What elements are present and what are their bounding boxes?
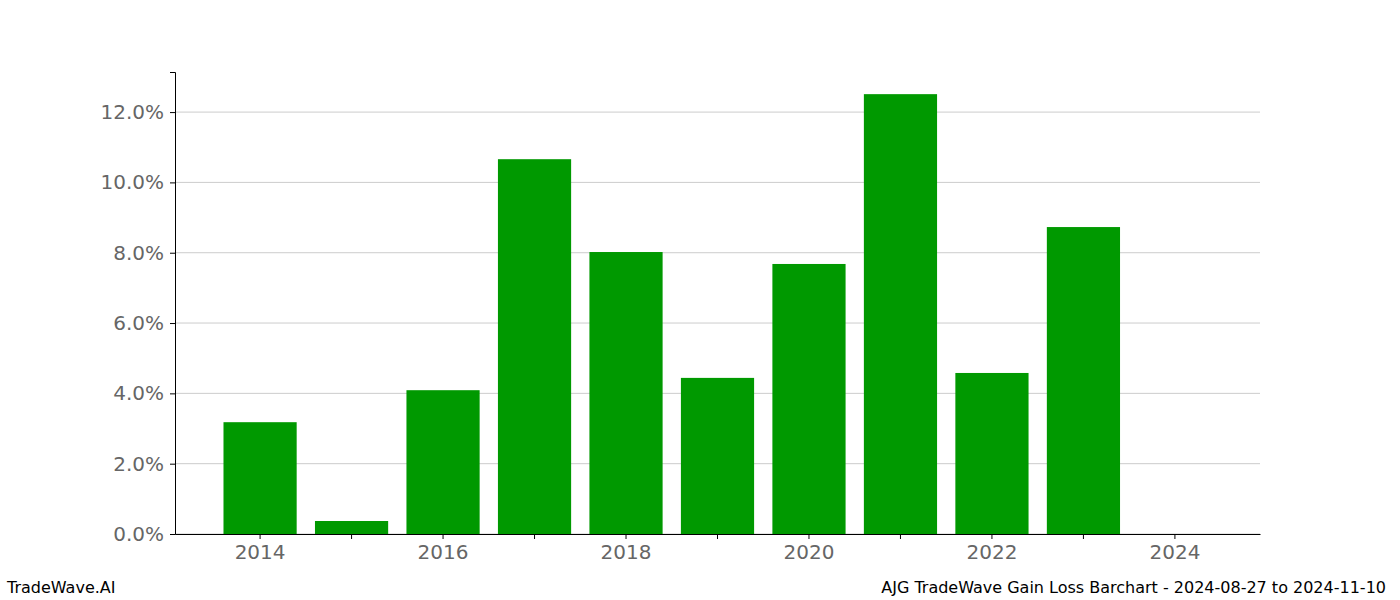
x-tick-mark [351, 534, 352, 539]
x-tick-mark [900, 534, 901, 539]
x-tick-label: 2016 [418, 540, 469, 564]
y-tick: 10.0% [100, 170, 175, 194]
grid-line [175, 182, 1260, 183]
x-tick-mark [991, 534, 992, 539]
x-tick: 2018 [601, 534, 652, 564]
y-tick-label: 4.0% [113, 381, 164, 405]
x-tick: 2014 [235, 534, 286, 564]
y-tick-label: 12.0% [100, 100, 164, 124]
title: AJG TradeWave Gain Loss Barchart - 2024-… [881, 578, 1386, 597]
bar [681, 378, 754, 534]
x-tick: 2024 [1149, 534, 1200, 564]
y-tick: 12.0% [100, 100, 175, 124]
y-tick: 4.0% [113, 381, 175, 405]
y-tick-mark [170, 112, 175, 113]
y-tick-mark [170, 464, 175, 465]
chart: 0.0%2.0%4.0%6.0%8.0%10.0%12.0%2014201620… [0, 0, 1400, 600]
x-tick-label: 2020 [784, 540, 835, 564]
y-tick-label: 8.0% [113, 241, 164, 265]
y-tick-mark [170, 534, 175, 535]
y-tick: 0.0% [113, 522, 175, 546]
y-axis-line [170, 73, 176, 535]
x-tick-mark [260, 534, 261, 539]
y-axis: 0.0% 2.0% 4.0% 6.0% 8.0% 10.0% 12.0% [100, 73, 175, 546]
x-tick-mark [626, 534, 627, 539]
bar [315, 521, 388, 534]
bar [864, 94, 937, 534]
y-tick: 2.0% [113, 452, 175, 476]
y-tick: 8.0% [113, 241, 175, 265]
x-tick-mark [534, 534, 535, 539]
bar [589, 252, 662, 534]
x-axis: 2014 2016 2018 2020 2022 2024 [176, 534, 1261, 564]
bars [223, 94, 1120, 534]
x-tick [1083, 534, 1084, 539]
plot: 0.0%2.0%4.0%6.0%8.0%10.0%12.0%2014201620… [100, 73, 1260, 565]
bar [955, 373, 1028, 534]
y-tick-label: 2.0% [113, 452, 164, 476]
x-tick: 2020 [784, 534, 835, 564]
bar [498, 159, 571, 534]
y-tick-label: 0.0% [113, 522, 164, 546]
x-tick-mark [808, 534, 809, 539]
y-tick-mark [170, 393, 175, 394]
grid [175, 112, 1260, 534]
x-tick: 2022 [966, 534, 1017, 564]
y-tick-mark [170, 182, 175, 183]
x-tick-label: 2014 [235, 540, 286, 564]
y-tick: 6.0% [113, 311, 175, 335]
y-tick-mark [170, 323, 175, 324]
x-tick-label: 2022 [966, 540, 1017, 564]
x-tick [900, 534, 901, 539]
x-tick [534, 534, 535, 539]
x-tick-mark [1174, 534, 1175, 539]
bar [1047, 227, 1120, 534]
x-tick: 2016 [418, 534, 469, 564]
x-tick-label: 2024 [1149, 540, 1200, 564]
y-tick-label: 6.0% [113, 311, 164, 335]
x-tick [717, 534, 718, 539]
footer-left: TradeWave.AI [6, 578, 115, 597]
x-tick-mark [717, 534, 718, 539]
bar [406, 390, 479, 534]
bar [223, 422, 296, 534]
grid-line [175, 112, 1260, 113]
x-tick-mark [443, 534, 444, 539]
x-tick-label: 2018 [601, 540, 652, 564]
x-tick [351, 534, 352, 539]
y-tick-mark [170, 253, 175, 254]
bar [772, 264, 845, 534]
y-tick-label: 10.0% [100, 170, 164, 194]
x-tick-mark [1083, 534, 1084, 539]
